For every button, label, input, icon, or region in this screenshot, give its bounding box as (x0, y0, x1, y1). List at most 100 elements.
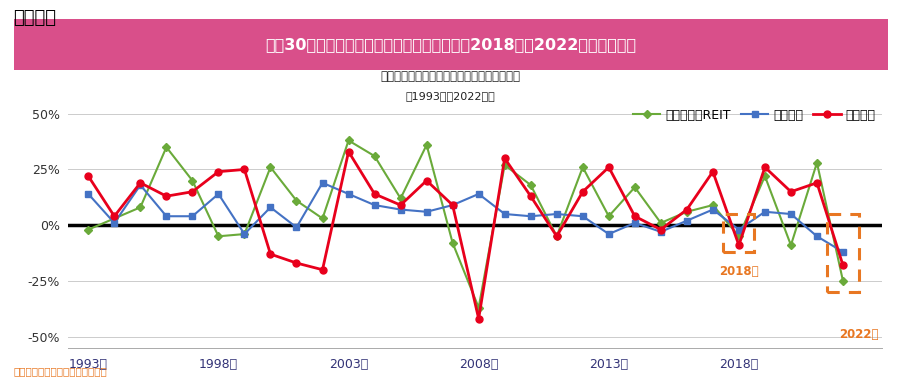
世界株式 (187, 190, 198, 194)
世界債券 (213, 192, 224, 196)
世界債券 (655, 230, 666, 234)
世界債券 (291, 225, 302, 230)
世界株式 (395, 203, 406, 207)
世界債券 (473, 192, 484, 196)
Text: 上記で使用した指数は右上と同様: 上記で使用した指数は右上と同様 (14, 366, 107, 376)
世界債券 (629, 221, 640, 225)
世界債券 (266, 205, 276, 210)
世界債券 (577, 214, 588, 218)
Line: 世界債券: 世界債券 (86, 180, 846, 255)
世界株式 (317, 268, 328, 272)
Text: 2022年: 2022年 (839, 328, 878, 340)
世界株式 (239, 167, 250, 172)
世界債券 (421, 209, 432, 214)
世界債券 (239, 232, 250, 236)
世界株式 (786, 190, 796, 194)
世界株式 (109, 214, 120, 218)
グローバルREIT (239, 232, 250, 236)
世界債券 (707, 207, 718, 212)
グローバルREIT (655, 221, 666, 225)
Bar (827, 214, 859, 292)
Legend: グローバルREIT, 世界債券, 世界株式: グローバルREIT, 世界債券, 世界株式 (633, 109, 876, 122)
グローバルREIT (760, 174, 770, 179)
Line: グローバルREIT: グローバルREIT (86, 137, 846, 311)
世界債券 (447, 203, 458, 207)
世界株式 (161, 194, 172, 198)
グローバルREIT (500, 163, 510, 167)
世界株式 (838, 263, 849, 268)
Text: （図１）: （図１） (14, 10, 57, 27)
Text: ＜各資産の騰落率の推移（米ドルベース）＞: ＜各資産の騰落率の推移（米ドルベース）＞ (380, 70, 520, 83)
グローバルREIT (266, 165, 276, 169)
グローバルREIT (83, 227, 94, 232)
グローバルREIT (109, 216, 120, 221)
世界債券 (83, 192, 94, 196)
世界債券 (395, 207, 406, 212)
世界株式 (447, 203, 458, 207)
世界株式 (577, 190, 588, 194)
世界債券 (812, 234, 823, 239)
世界債券 (603, 232, 614, 236)
グローバルREIT (369, 154, 380, 158)
世界債券 (135, 183, 146, 187)
世界債券 (161, 214, 172, 218)
世界株式 (421, 178, 432, 183)
世界債券 (681, 218, 692, 223)
世界債券 (187, 214, 198, 218)
グローバルREIT (135, 205, 146, 210)
グローバルREIT (343, 138, 354, 143)
グローバルREIT (187, 178, 198, 183)
世界株式 (135, 180, 146, 185)
世界株式 (83, 174, 94, 179)
世界株式 (760, 165, 770, 169)
世界株式 (603, 165, 614, 169)
世界債券 (552, 212, 562, 216)
世界株式 (291, 261, 302, 265)
グローバルREIT (473, 305, 484, 310)
世界債券 (734, 227, 744, 232)
世界株式 (343, 149, 354, 154)
世界債券 (317, 180, 328, 185)
世界株式 (552, 234, 562, 239)
世界債券 (786, 212, 796, 216)
世界株式 (629, 214, 640, 218)
グローバルREIT (421, 142, 432, 147)
グローバルREIT (291, 198, 302, 203)
Text: 2018年: 2018年 (719, 265, 759, 278)
世界株式 (500, 156, 510, 161)
世界株式 (681, 207, 692, 212)
世界株式 (734, 243, 744, 247)
グローバルREIT (447, 241, 458, 245)
グローバルREIT (552, 234, 562, 239)
世界債券 (526, 214, 536, 218)
世界株式 (526, 194, 536, 198)
グローバルREIT (786, 243, 796, 247)
世界債券 (760, 209, 770, 214)
グローバルREIT (577, 165, 588, 169)
グローバルREIT (734, 234, 744, 239)
世界株式 (812, 180, 823, 185)
世界債券 (369, 203, 380, 207)
グローバルREIT (812, 160, 823, 165)
世界株式 (213, 169, 224, 174)
グローバルREIT (838, 279, 849, 283)
グローバルREIT (395, 196, 406, 201)
グローバルREIT (526, 183, 536, 187)
グローバルREIT (161, 145, 172, 149)
グローバルREIT (629, 185, 640, 190)
世界株式 (266, 252, 276, 257)
世界株式 (655, 227, 666, 232)
世界債券 (343, 192, 354, 196)
グローバルREIT (603, 214, 614, 218)
世界債券 (838, 250, 849, 254)
世界株式 (707, 169, 718, 174)
Text: 過去30年で、３資産とも一様に下落したのは2018年と2022年の２回のみ: 過去30年で、３資産とも一様に下落したのは2018年と2022年の２回のみ (266, 37, 636, 52)
グローバルREIT (681, 209, 692, 214)
Text: （1993年～2022年）: （1993年～2022年） (405, 91, 495, 101)
世界債券 (500, 212, 510, 216)
Bar (724, 214, 754, 252)
FancyBboxPatch shape (0, 18, 900, 71)
グローバルREIT (707, 203, 718, 207)
世界株式 (369, 192, 380, 196)
グローバルREIT (317, 216, 328, 221)
